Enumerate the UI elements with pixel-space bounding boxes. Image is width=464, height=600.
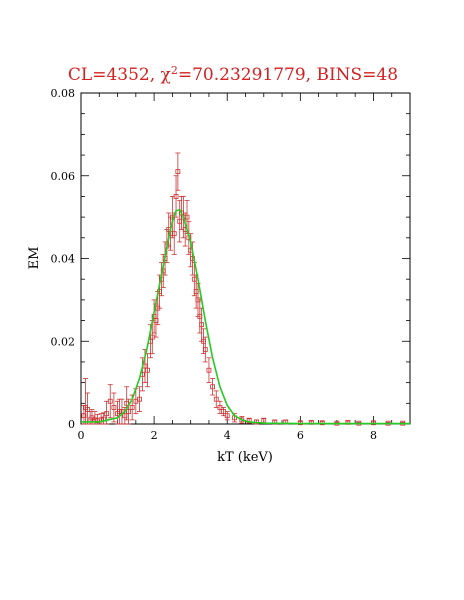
point-marker xyxy=(107,398,113,404)
point-marker xyxy=(116,409,122,414)
x-tick-label: 0 xyxy=(78,429,85,442)
point-marker xyxy=(129,405,135,410)
data-point xyxy=(175,152,181,191)
point-marker xyxy=(202,347,208,352)
point-marker xyxy=(173,194,179,199)
x-tick-label: 4 xyxy=(224,429,231,442)
y-tick-labels: 0 0.02 0.04 0.06 0.08 xyxy=(51,87,76,431)
x-tick-label: 2 xyxy=(151,429,158,442)
point-marker xyxy=(210,384,216,390)
point-marker xyxy=(171,231,177,237)
x-axis-label: kT (keV) xyxy=(217,450,273,465)
point-marker xyxy=(206,367,212,373)
point-marker xyxy=(319,420,325,426)
point-marker xyxy=(213,396,219,402)
x-tick-label: 6 xyxy=(297,429,304,442)
point-marker xyxy=(145,367,150,373)
x-tick-label: 8 xyxy=(370,429,377,442)
point-marker xyxy=(297,420,303,426)
point-marker xyxy=(137,396,142,402)
data-points xyxy=(81,152,406,426)
data-point xyxy=(139,357,145,392)
data-point xyxy=(210,378,216,396)
data-point xyxy=(224,411,230,421)
x-tick-labels: 0 2 4 6 8 xyxy=(78,429,377,442)
y-tick-label: 0.04 xyxy=(51,253,76,266)
y-axis-label: EM xyxy=(27,247,42,270)
point-marker xyxy=(371,420,376,426)
data-point xyxy=(145,353,151,388)
y-tick-label: 0.08 xyxy=(51,87,76,100)
y-tick-label: 0.06 xyxy=(51,170,76,183)
point-marker xyxy=(184,214,190,220)
point-marker xyxy=(104,411,109,417)
data-point xyxy=(206,357,212,384)
model-curve xyxy=(81,208,410,425)
data-point xyxy=(111,392,117,423)
data-point xyxy=(116,398,122,425)
point-marker xyxy=(81,413,87,419)
point-marker xyxy=(199,322,205,328)
y-tick-label: 0 xyxy=(68,418,75,431)
point-marker xyxy=(175,169,181,175)
axis-ticks xyxy=(80,92,411,425)
data-point xyxy=(101,412,107,425)
data-point xyxy=(126,398,132,425)
point-marker xyxy=(126,409,131,414)
data-point xyxy=(85,392,91,425)
point-marker xyxy=(111,405,117,410)
data-point xyxy=(202,336,208,363)
point-marker xyxy=(224,413,230,419)
plot-frame xyxy=(80,92,411,425)
data-point xyxy=(213,390,219,408)
data-point xyxy=(136,386,142,412)
y-tick-label: 0.02 xyxy=(51,335,76,348)
data-point xyxy=(107,384,113,419)
chart-title: CL=4352, χ2=70.23291779, BINS=48 xyxy=(68,64,398,85)
